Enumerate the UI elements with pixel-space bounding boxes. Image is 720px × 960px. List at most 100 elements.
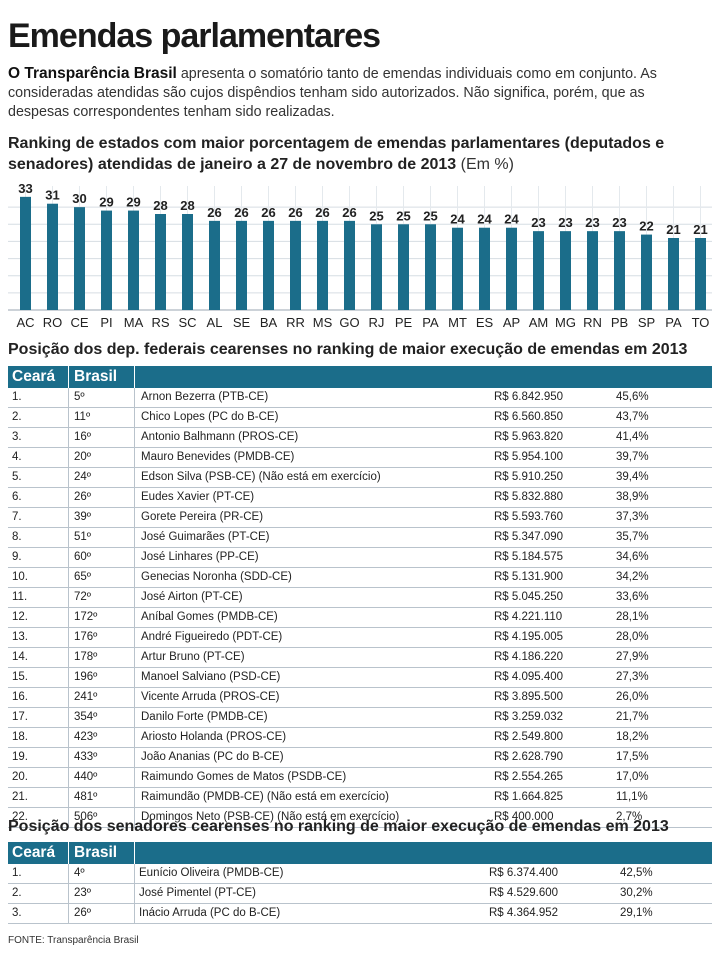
table-row: 9. 60º José Linhares (PP-CE) R$ 5.184.575 34… [8,548,712,568]
bar-ms [317,220,328,310]
percentage: 39,7% [616,451,649,463]
table-row: 2. 23º José Pimentel (PT-CE) R$ 4.529.600 30… [8,884,712,904]
parliamentarian-name: José Linhares (PP-CE) [141,551,259,563]
column-divider [134,808,135,827]
amount: R$ 4.095.400 [494,671,564,683]
table-row: 14. 178º Artur Bruno (PT-CE) R$ 4.186.220 27… [8,648,712,668]
percentage: 42,5% [620,867,653,879]
tick-label: MG [555,315,576,330]
parliamentarian-name: Raimundão (PMDB-CE) (Não está em exercíc… [141,791,389,803]
chart-title-text: Ranking de estados com maior porcentagem… [8,135,665,173]
chart-title: Ranking de estados com maior porcentagem… [8,133,714,175]
column-divider [134,788,135,807]
bar-pi [101,210,112,310]
rank-ceara: 17. [12,711,28,723]
column-divider [68,508,69,527]
percentage: 30,2% [620,887,653,899]
bar-ap [506,227,517,310]
bar-rr [290,220,301,310]
percentage: 21,7% [616,711,649,723]
column-divider [134,608,135,627]
column-divider [68,608,69,627]
rank-brasil: 51º [74,531,91,543]
bar-sc [182,214,193,310]
amount: R$ 5.131.900 [494,571,564,583]
amount: R$ 5.954.100 [494,451,564,463]
column-divider [68,728,69,747]
column-divider [134,708,135,727]
rank-brasil: 20º [74,451,91,463]
parliamentarian-name: André Figueiredo (PDT-CE) [141,631,283,643]
percentage: 38,9% [616,491,649,503]
table-row: 3. 16º Antonio Balhmann (PROS-CE) R$ 5.963.… [8,428,712,448]
amount: R$ 5.910.250 [494,471,564,483]
column-divider [134,884,135,903]
parliamentarian-name: Raimundo Gomes de Matos (PSDB-CE) [141,771,347,783]
rank-brasil: 72º [74,591,91,603]
tick-label: SE [233,315,251,330]
senadores-table-header: Ceará Brasil [8,842,712,864]
percentage: 28,1% [616,611,649,623]
source-note: FONTE: Transparência Brasil [8,935,139,946]
parliamentarian-name: Genecias Noronha (SDD-CE) [141,571,292,583]
bar-am [533,231,544,310]
column-divider [134,648,135,667]
rank-brasil: 60º [74,551,91,563]
bar-rn [587,231,598,310]
data-label: 28 [180,198,194,213]
tick-label: TO [692,315,710,330]
tick-label: MT [448,315,467,330]
percentage: 45,6% [616,391,649,403]
parliamentarian-name: Eunício Oliveira (PMDB-CE) [139,867,284,879]
bar-se [236,220,247,310]
table-row: 21. 481º Raimundão (PMDB-CE) (Não está em … [8,788,712,808]
rank-ceara: 7. [12,511,22,523]
column-divider [68,628,69,647]
percentage: 2,7% [616,811,643,823]
column-divider [68,688,69,707]
table-row: 2. 11º Chico Lopes (PC do B-CE) R$ 6.560.85… [8,408,712,428]
tick-label: GO [339,315,359,330]
table-row: 15. 196º Manoel Salviano (PSD-CE) R$ 4.095.… [8,668,712,688]
rank-ceara: 14. [12,651,28,663]
parliamentarian-name: Ariosto Holanda (PROS-CE) [141,731,287,743]
table-row: 22. 506º Domingos Neto (PSB-CE) (Não está … [8,808,712,828]
bar-ro [47,203,58,310]
parliamentarian-name: Danilo Forte (PMDB-CE) [141,711,268,723]
parliamentarian-name: José Guimarães (PT-CE) [141,531,270,543]
tick-label: AC [16,315,34,330]
data-label: 24 [477,212,492,227]
table-row: 7. 39º Gorete Pereira (PR-CE) R$ 5.593.760 3… [8,508,712,528]
senadores-table: Ceará Brasil 1. 4º Eunício Oliveira (PMDB-CE… [8,842,712,924]
amount: R$ 6.374.400 [489,867,559,879]
amount: R$ 6.560.850 [494,411,564,423]
rank-ceara: 1. [12,391,22,403]
header-divider [68,366,69,388]
bar-ac [20,196,31,310]
percentage: 34,6% [616,551,649,563]
rank-ceara: 3. [12,907,22,919]
data-label: 25 [423,208,437,223]
column-divider [134,568,135,587]
parliamentarian-name: Domingos Neto (PSB-CE) (Não está em exer… [141,811,400,823]
rank-ceara: 16. [12,691,28,703]
tick-label: SP [638,315,655,330]
column-divider [68,528,69,547]
data-label: 24 [504,212,519,227]
parliamentarian-name: Artur Bruno (PT-CE) [141,651,245,663]
data-label: 31 [45,188,59,203]
column-divider [134,488,135,507]
page-title: Emendas parlamentares [8,17,381,55]
data-label: 24 [450,212,465,227]
data-label: 23 [531,215,545,230]
tick-label: PE [395,315,413,330]
bar-pa [425,224,436,310]
column-divider [68,488,69,507]
table-row: 5. 24º Edson Silva (PSB-CE) (Não está em e… [8,468,712,488]
amount: R$ 4.529.600 [489,887,559,899]
tick-label: BA [260,315,278,330]
amount: R$ 4.221.110 [494,611,563,623]
column-divider [134,408,135,427]
rank-ceara: 22. [12,811,28,823]
rank-ceara: 11. [12,591,28,603]
